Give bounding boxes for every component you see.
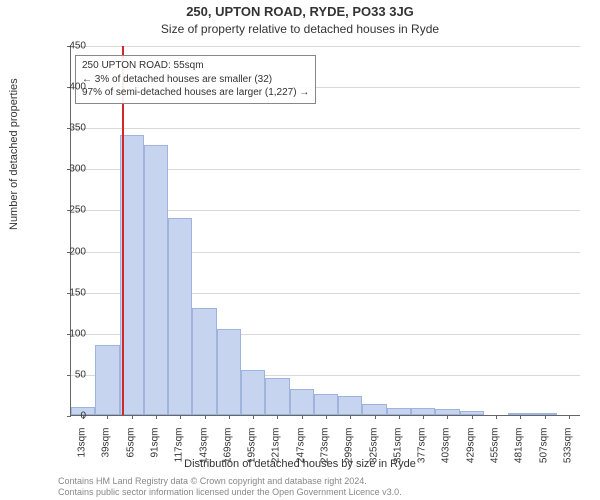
annotation-line-3: 97% of semi-detached houses are larger (… [82,86,309,100]
x-tick-mark [545,415,546,419]
y-axis-title: Number of detached properties [8,78,20,230]
histogram-bar [290,389,314,415]
x-tick-mark [229,415,230,419]
x-tick-mark [375,415,376,419]
histogram-bar [362,404,386,415]
x-tick-label: 247sqm [295,428,306,468]
x-tick-label: 91sqm [150,428,161,468]
y-tick-label: 300 [46,164,86,175]
histogram-bar [217,329,241,415]
x-tick-mark [253,415,254,419]
x-tick-label: 195sqm [247,428,258,468]
x-tick-label: 39sqm [101,428,112,468]
x-tick-label: 299sqm [344,428,355,468]
x-tick-mark [520,415,521,419]
x-tick-label: 65sqm [125,428,136,468]
annotation-box: 250 UPTON ROAD: 55sqm ← 3% of detached h… [75,55,316,104]
histogram-bar [144,145,168,415]
histogram-bar [95,345,119,415]
x-tick-label: 481sqm [514,428,525,468]
histogram-bar [168,218,192,415]
gridline [71,128,580,129]
x-tick-mark [302,415,303,419]
annotation-line-1: 250 UPTON ROAD: 55sqm [82,59,309,73]
x-tick-mark [326,415,327,419]
annotation-line-2: ← 3% of detached houses are smaller (32) [82,73,309,87]
y-tick-label: 150 [46,287,86,298]
footer-line-2: Contains public sector information licen… [58,487,402,498]
histogram-bar [192,308,216,415]
histogram-bar [241,370,265,415]
x-tick-mark [277,415,278,419]
y-tick-label: 400 [46,82,86,93]
x-tick-mark [180,415,181,419]
x-tick-mark [496,415,497,419]
x-tick-mark [472,415,473,419]
x-tick-mark [350,415,351,419]
histogram-bar [314,394,338,415]
histogram-bar [338,396,362,415]
x-tick-label: 169sqm [222,428,233,468]
y-tick-label: 250 [46,205,86,216]
x-tick-label: 325sqm [368,428,379,468]
x-tick-label: 13sqm [77,428,88,468]
y-tick-label: 100 [46,328,86,339]
footer-line-1: Contains HM Land Registry data © Crown c… [58,476,402,487]
y-tick-label: 50 [46,369,86,380]
x-tick-label: 533sqm [562,428,573,468]
x-tick-mark [399,415,400,419]
x-tick-mark [132,415,133,419]
x-tick-label: 403sqm [441,428,452,468]
histogram-bar [265,378,289,415]
y-tick-label: 350 [46,123,86,134]
y-tick-label: 0 [46,411,86,422]
x-tick-mark [107,415,108,419]
x-tick-label: 117sqm [174,428,185,468]
y-tick-label: 200 [46,246,86,257]
x-tick-mark [156,415,157,419]
x-tick-mark [205,415,206,419]
gridline [71,46,580,47]
x-tick-mark [569,415,570,419]
x-tick-label: 455sqm [490,428,501,468]
title-sub: Size of property relative to detached ho… [0,22,600,36]
x-tick-label: 221sqm [271,428,282,468]
title-main: 250, UPTON ROAD, RYDE, PO33 3JG [0,4,600,19]
x-tick-label: 507sqm [538,428,549,468]
x-tick-label: 273sqm [320,428,331,468]
chart-container: 250, UPTON ROAD, RYDE, PO33 3JG Size of … [0,0,600,500]
x-tick-label: 377sqm [417,428,428,468]
y-tick-label: 450 [46,41,86,52]
x-tick-mark [447,415,448,419]
x-tick-mark [423,415,424,419]
x-tick-label: 429sqm [465,428,476,468]
footer: Contains HM Land Registry data © Crown c… [58,476,402,498]
x-tick-label: 351sqm [392,428,403,468]
x-tick-label: 143sqm [198,428,209,468]
